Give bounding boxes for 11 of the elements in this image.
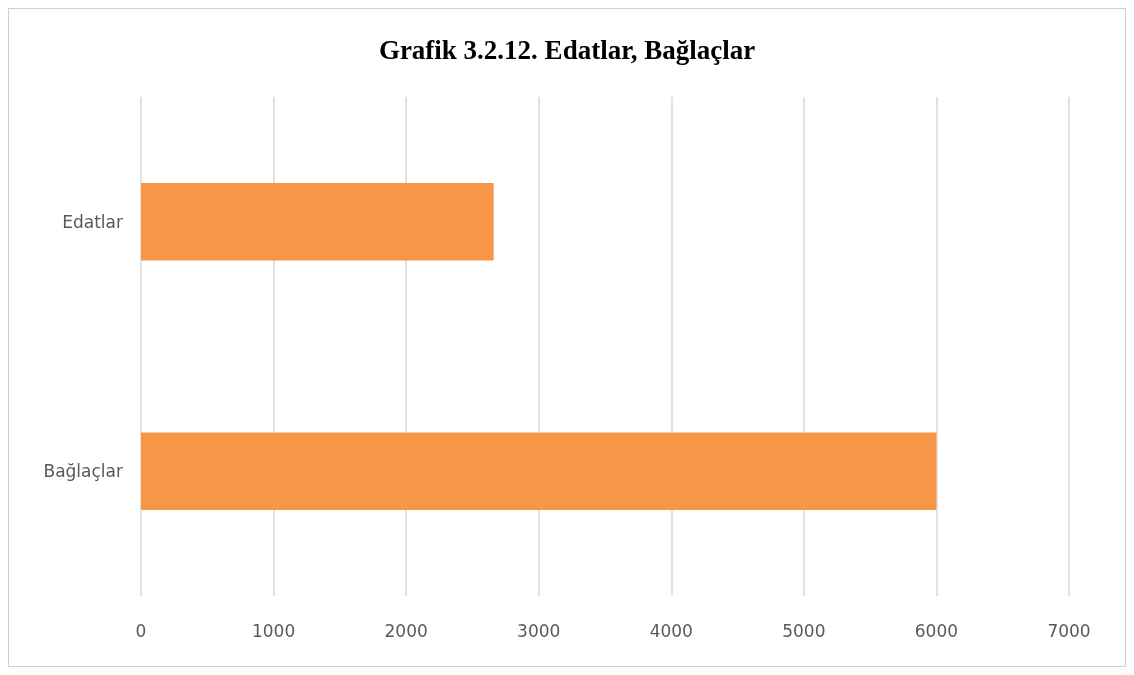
y-tick-label: Edatlar [62,211,124,232]
x-tick-label: 2000 [384,620,428,641]
x-tick-label: 4000 [649,620,693,641]
chart-title: Grafik 3.2.12. Edatlar, Bağlaçlar [378,34,756,65]
x-tick-label: 7000 [1047,620,1091,641]
y-tick-label: Bağlaçlar [43,461,123,482]
x-tick-label: 1000 [251,620,296,641]
x-tick-label: 6000 [914,620,959,641]
x-tick-label: 3000 [517,620,561,641]
x-tick-label: 0 [135,620,147,641]
x-tick-label: 5000 [782,620,826,641]
